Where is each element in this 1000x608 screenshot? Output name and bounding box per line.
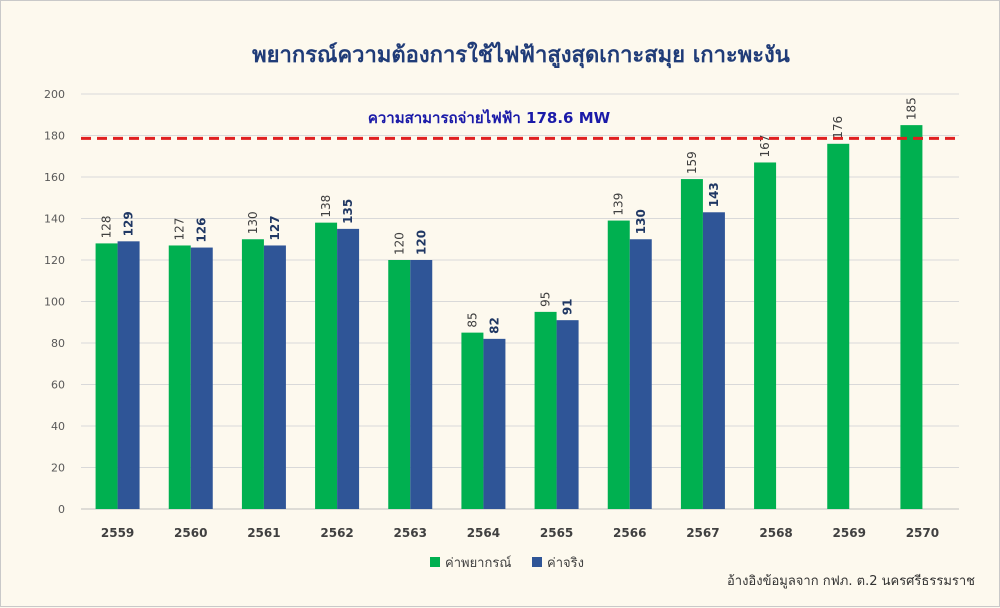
y-tick-label: 0 bbox=[58, 503, 65, 516]
x-tick-label: 2569 bbox=[833, 526, 866, 540]
capacity-label: ความสามารถจ่ายไฟฟ้า 178.6 MW bbox=[368, 108, 611, 127]
data-label-forecast: 127 bbox=[173, 218, 187, 241]
bar-actual bbox=[190, 247, 213, 510]
bar-actual bbox=[263, 245, 286, 509]
data-label-forecast: 128 bbox=[100, 215, 114, 238]
bar-actual bbox=[556, 320, 579, 509]
legend-label-actual: ค่าจริง bbox=[547, 556, 584, 571]
data-label-forecast: 95 bbox=[539, 292, 553, 307]
data-label-actual: 91 bbox=[561, 298, 575, 315]
bar-forecast bbox=[534, 311, 557, 509]
x-tick-label: 2565 bbox=[540, 526, 573, 540]
bar-actual bbox=[410, 260, 433, 509]
bar-forecast bbox=[241, 239, 264, 509]
x-axis: 2559 2560 2561 2562 2563 2564 2565 2566 2567 2568… bbox=[101, 526, 939, 540]
y-tick-label: 60 bbox=[51, 379, 65, 392]
data-label-forecast: 85 bbox=[465, 312, 479, 327]
y-tick-label: 40 bbox=[51, 420, 65, 433]
data-label-forecast: 120 bbox=[392, 232, 406, 255]
bar-forecast bbox=[388, 260, 411, 509]
data-label-actual: 126 bbox=[195, 217, 209, 242]
data-label-actual: 143 bbox=[707, 182, 721, 207]
x-tick-label: 2566 bbox=[613, 526, 646, 540]
legend-label-forecast: ค่าพยากรณ์ bbox=[445, 555, 511, 571]
bar-forecast bbox=[315, 222, 338, 509]
data-label-forecast: 167 bbox=[758, 135, 772, 158]
bar-forecast bbox=[827, 143, 850, 510]
data-label-forecast: 130 bbox=[246, 211, 260, 234]
source-note: อ้างอิงข้อมูลจาก กฟภ. ต.2 นครศรีธรรมราช bbox=[727, 573, 975, 589]
x-tick-label: 2564 bbox=[467, 526, 500, 540]
x-tick-label: 2567 bbox=[686, 526, 719, 540]
data-label-actual: 130 bbox=[634, 209, 648, 234]
legend-swatch-forecast bbox=[430, 557, 440, 567]
data-label-forecast: 139 bbox=[612, 193, 626, 216]
legend: ค่าพยากรณ์ ค่าจริง bbox=[430, 555, 584, 571]
y-axis: 0 20 40 60 80 100 120 140 160 180 200 bbox=[44, 88, 65, 516]
data-label-forecast: 176 bbox=[831, 116, 845, 139]
bar-actual bbox=[629, 239, 652, 509]
y-tick-label: 120 bbox=[44, 254, 65, 267]
legend-swatch-actual bbox=[532, 557, 542, 567]
y-tick-label: 140 bbox=[44, 213, 65, 226]
bar-forecast bbox=[95, 243, 118, 509]
data-label-actual: 127 bbox=[268, 215, 282, 240]
y-tick-label: 80 bbox=[51, 337, 65, 350]
data-labels: 128 129 127 126 130 127 138 135 120 120 85 82 95 91 13… bbox=[100, 97, 919, 334]
data-label-forecast: 185 bbox=[904, 97, 918, 120]
x-tick-label: 2559 bbox=[101, 526, 134, 540]
x-tick-label: 2568 bbox=[759, 526, 792, 540]
y-tick-label: 160 bbox=[44, 171, 65, 184]
x-tick-label: 2562 bbox=[320, 526, 353, 540]
y-tick-label: 180 bbox=[44, 130, 65, 143]
bars bbox=[95, 125, 923, 510]
bar-actual bbox=[117, 241, 140, 509]
data-label-forecast: 138 bbox=[319, 195, 333, 218]
y-tick-label: 20 bbox=[51, 462, 65, 475]
bar-actual bbox=[337, 228, 360, 509]
data-label-actual: 129 bbox=[122, 211, 136, 236]
chart-title: พยากรณ์ความต้องการใช้ไฟฟ้าสูงสุดเกาะสมุย… bbox=[252, 41, 790, 69]
x-tick-label: 2560 bbox=[174, 526, 207, 540]
bar-forecast bbox=[461, 332, 484, 509]
bar-forecast bbox=[607, 220, 630, 509]
bar-actual bbox=[702, 212, 725, 509]
data-label-actual: 135 bbox=[341, 199, 355, 224]
data-label-actual: 120 bbox=[414, 230, 428, 255]
bar-forecast bbox=[680, 179, 703, 509]
y-tick-label: 100 bbox=[44, 296, 65, 309]
data-label-forecast: 159 bbox=[685, 151, 699, 174]
bar-forecast bbox=[900, 125, 923, 509]
gridlines bbox=[81, 93, 959, 510]
bar-forecast bbox=[168, 245, 191, 509]
y-tick-label: 200 bbox=[44, 88, 65, 101]
x-tick-label: 2563 bbox=[394, 526, 427, 540]
x-tick-label: 2570 bbox=[906, 526, 939, 540]
bar-forecast bbox=[754, 162, 777, 509]
data-label-actual: 82 bbox=[487, 317, 501, 334]
bar-actual bbox=[483, 338, 506, 509]
x-tick-label: 2561 bbox=[247, 526, 280, 540]
